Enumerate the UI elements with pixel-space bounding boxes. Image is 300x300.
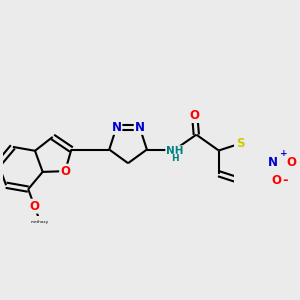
Text: S: S [237, 137, 245, 150]
Text: O: O [190, 109, 200, 122]
Text: N: N [111, 121, 122, 134]
Text: NH: NH [166, 146, 184, 156]
Text: O: O [29, 200, 39, 213]
Text: O: O [271, 174, 281, 187]
Text: O: O [287, 156, 297, 169]
Text: +: + [280, 149, 287, 158]
Text: H: H [171, 154, 179, 163]
Text: O: O [60, 165, 70, 178]
Text: N: N [135, 121, 145, 134]
Text: N: N [268, 156, 278, 169]
Text: -: - [283, 174, 288, 187]
Text: methoxy: methoxy [31, 220, 49, 224]
